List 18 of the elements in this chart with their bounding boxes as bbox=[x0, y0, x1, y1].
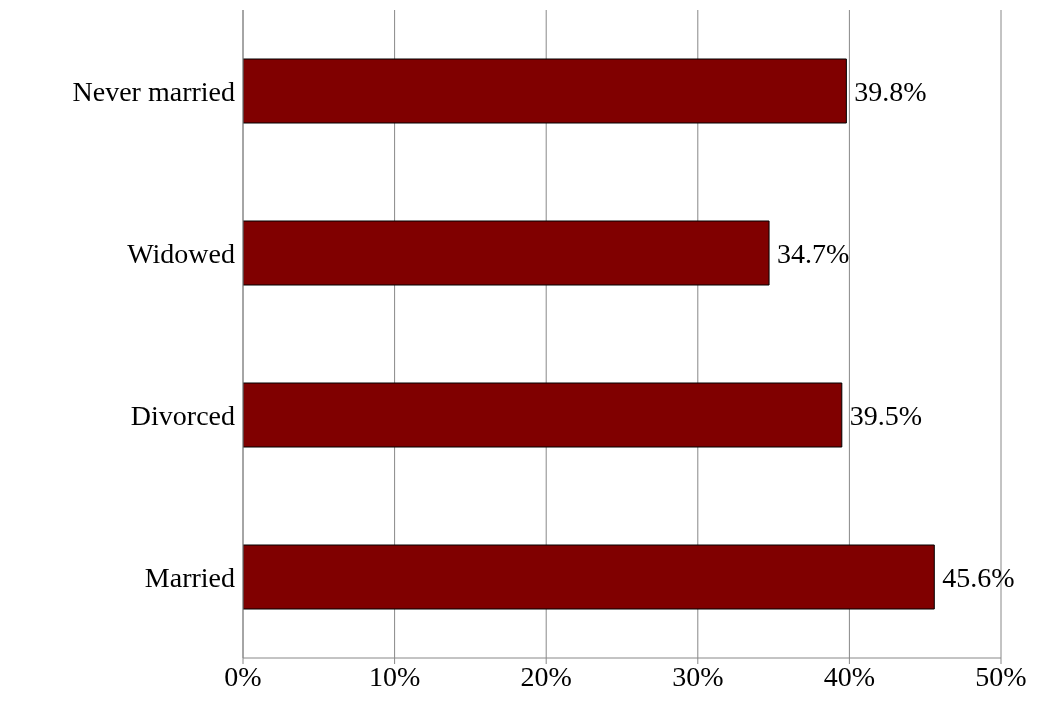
bar bbox=[243, 220, 770, 286]
bar bbox=[243, 544, 935, 610]
data-label: 45.6% bbox=[942, 561, 1015, 593]
x-tick-label: 40% bbox=[823, 660, 876, 692]
bar bbox=[243, 58, 847, 124]
x-tick-label: 0% bbox=[224, 660, 262, 692]
y-tick-label: Divorced bbox=[130, 399, 235, 431]
data-label: 39.5% bbox=[849, 399, 923, 431]
y-tick-label: Widowed bbox=[127, 237, 235, 269]
y-tick-label: Never married bbox=[72, 75, 235, 107]
data-label: 34.7% bbox=[777, 237, 850, 269]
y-tick-label: Married bbox=[144, 561, 235, 593]
x-tick-label: 10% bbox=[368, 660, 421, 692]
x-tick-label: 20% bbox=[520, 660, 572, 692]
x-tick-label: 50% bbox=[975, 660, 1027, 692]
bar bbox=[243, 382, 843, 448]
x-tick-label: 30% bbox=[672, 660, 724, 692]
data-label: 39.8% bbox=[854, 75, 927, 107]
